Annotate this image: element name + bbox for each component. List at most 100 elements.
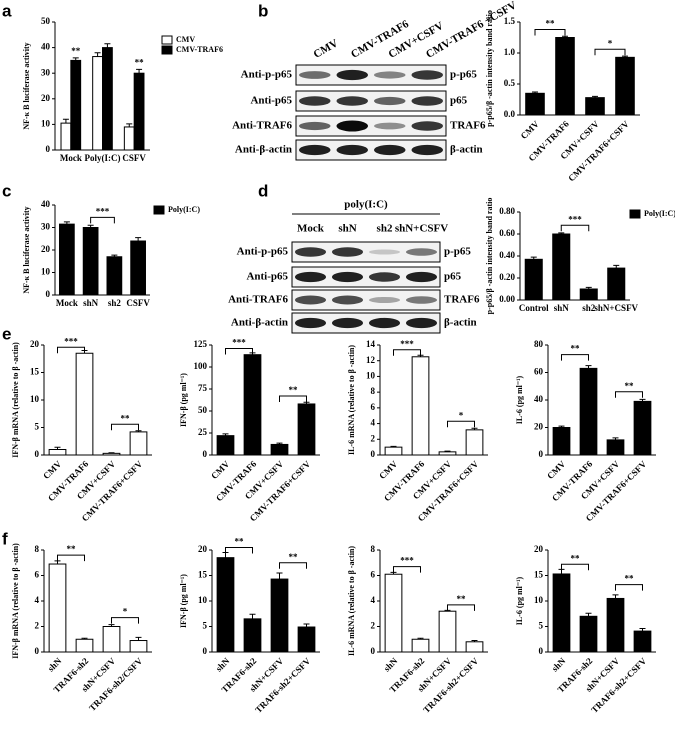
bar bbox=[579, 367, 598, 456]
band bbox=[294, 271, 327, 283]
x-tick-label: Poly(I:C) bbox=[85, 153, 121, 163]
bar bbox=[70, 59, 82, 151]
y-tick-label: 12 bbox=[366, 355, 376, 365]
bar bbox=[60, 122, 72, 151]
band bbox=[405, 271, 438, 283]
y-tick-label: 40 bbox=[41, 199, 51, 209]
y-axis-label: IL-6 (pg ml⁻¹) bbox=[515, 375, 524, 424]
legend-label: Poly(I:C) bbox=[644, 209, 675, 218]
blot-header: poly(I:C) bbox=[344, 199, 388, 211]
blot-strip bbox=[295, 90, 447, 112]
y-tick-label: 80 bbox=[534, 339, 544, 349]
y-tick-label: 0.5 bbox=[504, 78, 516, 88]
band bbox=[374, 144, 406, 156]
band bbox=[299, 121, 331, 131]
bar bbox=[123, 126, 135, 151]
band bbox=[336, 69, 368, 81]
panel-label: a bbox=[2, 1, 12, 20]
x-tick-label: CSFV bbox=[126, 298, 150, 308]
y-tick-label: 10 bbox=[366, 370, 376, 380]
bracket bbox=[561, 354, 589, 361]
bar bbox=[524, 258, 543, 301]
protein-label: p-p65 bbox=[450, 69, 477, 81]
y-tick-label: 15 bbox=[534, 570, 544, 580]
x-tick-label: sh2 bbox=[582, 303, 596, 313]
y-tick-label: 5 bbox=[35, 422, 40, 432]
band bbox=[336, 144, 368, 156]
protein-label: p-p65 bbox=[444, 246, 471, 258]
significance: ** bbox=[121, 413, 131, 423]
bar bbox=[129, 431, 148, 456]
panel-label: c bbox=[2, 181, 11, 200]
blot-strip bbox=[291, 266, 441, 288]
bar bbox=[130, 240, 146, 296]
bracket bbox=[393, 566, 421, 573]
significance: ** bbox=[546, 19, 556, 29]
y-tick-label: 5 bbox=[539, 621, 544, 631]
band bbox=[411, 96, 443, 106]
antibody-label: Anti-p65 bbox=[250, 95, 292, 107]
significance: ** bbox=[71, 46, 81, 56]
lane-label: CMV bbox=[312, 37, 341, 61]
x-tick-label: sh2 bbox=[108, 298, 122, 308]
y-tick-label: 40 bbox=[534, 394, 544, 404]
antibody-label: Anti-p-p65 bbox=[237, 246, 289, 258]
bar bbox=[216, 557, 235, 653]
band bbox=[299, 96, 331, 106]
legend-label: Poly(I:C) bbox=[168, 205, 200, 214]
y-tick-label: 100 bbox=[194, 361, 208, 371]
error-bar bbox=[135, 237, 142, 241]
bar bbox=[633, 630, 652, 653]
blot-strip bbox=[291, 289, 441, 311]
y-tick-label: 0 bbox=[203, 449, 208, 459]
antibody-label: Anti-p65 bbox=[246, 271, 288, 283]
error-bar bbox=[104, 43, 111, 48]
protein-label: TRAF6 bbox=[450, 120, 486, 132]
bar bbox=[243, 354, 262, 456]
x-tick-label: CMV bbox=[41, 458, 64, 481]
bracket bbox=[90, 216, 115, 224]
legend-label: CMV bbox=[176, 35, 195, 44]
y-tick-label: 20 bbox=[30, 339, 40, 349]
y-tick-label: 15 bbox=[30, 367, 40, 377]
bar bbox=[607, 267, 626, 301]
y-tick-label: 0.40 bbox=[499, 250, 515, 260]
y-tick-label: 0 bbox=[46, 289, 51, 299]
significance: *** bbox=[400, 339, 414, 349]
y-tick-label: 0.80 bbox=[499, 206, 515, 216]
bracket bbox=[594, 48, 626, 56]
error-bar bbox=[276, 572, 283, 580]
bracket bbox=[615, 391, 643, 398]
antibody-label: Anti-TRAF6 bbox=[228, 294, 288, 306]
lane-label: sh2 bbox=[377, 223, 393, 235]
antibody-label: Anti-p-p65 bbox=[241, 69, 293, 81]
y-tick-label: 30 bbox=[41, 67, 51, 77]
band bbox=[336, 120, 368, 132]
y-tick-label: 14 bbox=[366, 339, 376, 349]
x-tick-label: shN bbox=[46, 655, 64, 673]
legend-swatch bbox=[161, 45, 173, 55]
bar bbox=[82, 227, 99, 296]
y-tick-label: 0 bbox=[371, 449, 376, 459]
y-tick-label: 1.5 bbox=[504, 16, 516, 26]
band bbox=[331, 317, 364, 329]
bar bbox=[615, 56, 635, 116]
significance: * bbox=[123, 607, 128, 617]
band bbox=[331, 271, 364, 283]
significance: ** bbox=[289, 385, 299, 395]
bar bbox=[59, 223, 75, 296]
antibody-label: Anti-β-actin bbox=[231, 317, 288, 329]
bar bbox=[438, 451, 457, 456]
y-tick-label: 20 bbox=[534, 422, 544, 432]
x-tick-label: shN+CSFV bbox=[594, 303, 638, 313]
y-tick-label: 6 bbox=[371, 402, 376, 412]
bracket bbox=[225, 348, 253, 355]
y-tick-label: 5 bbox=[203, 621, 208, 631]
x-tick-label: Mock bbox=[60, 153, 82, 163]
blot-strip bbox=[291, 241, 441, 263]
legend-swatch bbox=[161, 35, 173, 45]
bar bbox=[270, 443, 289, 456]
band bbox=[368, 249, 401, 255]
y-tick-label: 2 bbox=[35, 621, 40, 631]
y-tick-label: 60 bbox=[534, 367, 544, 377]
